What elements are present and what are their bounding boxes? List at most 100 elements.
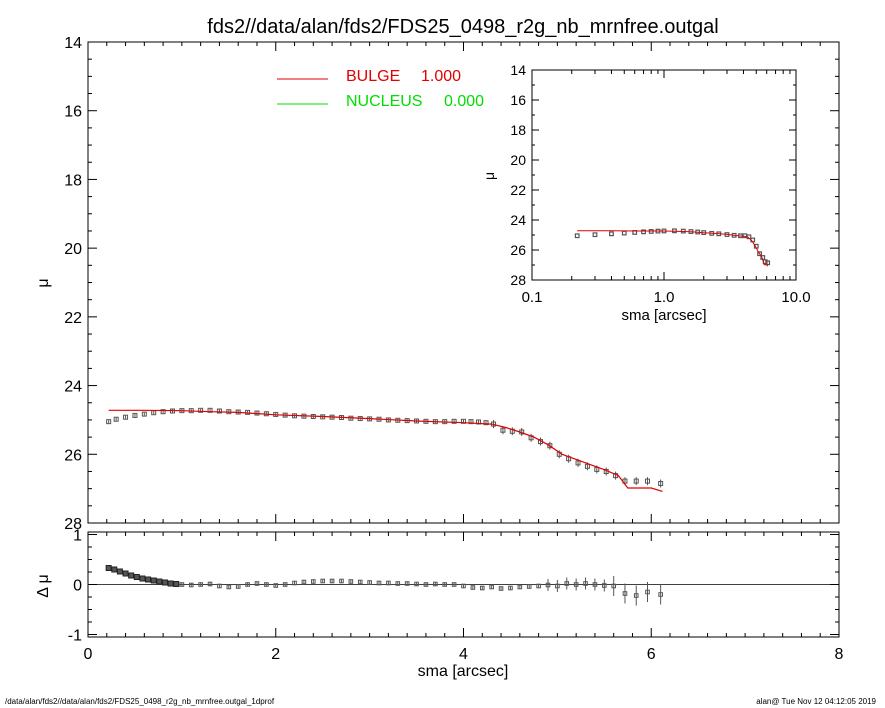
residual-point bbox=[167, 580, 174, 587]
residual-point bbox=[282, 582, 288, 587]
residual-point bbox=[461, 583, 466, 589]
residual-point bbox=[105, 565, 112, 571]
inset-y-axis-label: μ bbox=[481, 172, 497, 180]
main-data-point bbox=[575, 460, 581, 466]
legend-nucleus-name: NUCLEUS bbox=[346, 93, 422, 110]
main-y-tick-label: 28 bbox=[64, 516, 82, 533]
main-data-point bbox=[644, 478, 650, 484]
main-data-point bbox=[483, 420, 489, 426]
residual-point bbox=[645, 589, 650, 595]
inset-y-tick-label: 20 bbox=[510, 152, 526, 168]
residual-point bbox=[156, 578, 163, 585]
legend-bulge-name: BULGE bbox=[346, 68, 400, 85]
residual-point bbox=[161, 579, 168, 586]
inset-y-tick-label: 26 bbox=[510, 242, 526, 258]
residual-y-axis-label: Δ μ bbox=[35, 574, 52, 597]
residual-point bbox=[292, 580, 297, 586]
residual-point bbox=[122, 570, 129, 577]
main-data-point bbox=[633, 478, 639, 484]
residual-x-axis-label: sma [arcsec] bbox=[418, 663, 509, 680]
residual-point bbox=[602, 583, 607, 588]
inset-y-tick-label: 14 bbox=[510, 62, 526, 78]
residual-point bbox=[254, 581, 260, 586]
main-data-point bbox=[198, 407, 204, 413]
residual-series bbox=[105, 565, 663, 606]
residual-point bbox=[320, 578, 325, 584]
residual-point bbox=[367, 580, 372, 585]
residual-point bbox=[633, 593, 639, 598]
legend: BULGE 1.000 NUCLEUS 0.000 bbox=[277, 68, 484, 110]
residual-x-tick-label: 0 bbox=[84, 646, 93, 663]
footer-timestamp: alan@ Tue Nov 12 04:12:05 2019 bbox=[756, 697, 876, 706]
inset-series bbox=[574, 228, 771, 267]
residual-point bbox=[376, 580, 382, 586]
residual-point bbox=[564, 581, 570, 586]
residual-point bbox=[433, 581, 438, 587]
residual-point bbox=[573, 582, 579, 587]
residual-point bbox=[348, 579, 354, 584]
inset-y-tick-label: 24 bbox=[510, 212, 526, 228]
inset-data-point bbox=[765, 260, 771, 266]
residual-point bbox=[133, 574, 140, 580]
main-axis-ticks: 14 16 18 20 22 24 26 28 bbox=[64, 35, 840, 533]
residual-point bbox=[179, 582, 185, 587]
inset-y-tick-label: 16 bbox=[510, 92, 526, 108]
residual-point bbox=[451, 582, 457, 587]
residual-point bbox=[611, 583, 617, 589]
residual-x-tick-label: 6 bbox=[647, 646, 656, 663]
inset-bulge-line bbox=[577, 230, 769, 267]
inset-data-point bbox=[592, 232, 598, 238]
residual-x-tick-label: 8 bbox=[835, 646, 844, 663]
residual-point bbox=[245, 582, 250, 587]
inset-data-point bbox=[757, 251, 763, 257]
residual-point bbox=[442, 582, 448, 587]
inset-data-point bbox=[574, 233, 580, 239]
main-panel: 14 16 18 20 22 24 26 28 μ BULGE 1.000 NUCLEUS 0… bbox=[35, 35, 840, 533]
residual-point bbox=[207, 581, 213, 587]
residual-point bbox=[622, 591, 628, 596]
main-y-tick-label: 16 bbox=[64, 104, 82, 121]
main-y-tick-label: 18 bbox=[64, 172, 82, 189]
legend-nucleus-value: 0.000 bbox=[444, 93, 484, 110]
residual-point bbox=[498, 586, 504, 591]
residual-point bbox=[357, 579, 363, 585]
residual-point bbox=[173, 581, 180, 587]
main-data-point bbox=[500, 427, 506, 433]
residual-point bbox=[145, 576, 152, 583]
residual-point bbox=[111, 566, 118, 573]
residual-point bbox=[414, 581, 419, 587]
residual-point bbox=[116, 568, 123, 575]
residual-point bbox=[301, 579, 307, 585]
inset-plot-frame bbox=[531, 69, 797, 281]
residual-y-tick-label: 1 bbox=[73, 528, 82, 545]
main-y-axis-label: μ bbox=[35, 278, 52, 287]
main-y-tick-label: 26 bbox=[64, 447, 82, 464]
residual-x-tick-label: 4 bbox=[459, 646, 468, 663]
main-data-point bbox=[141, 411, 147, 417]
residual-point bbox=[128, 572, 135, 579]
residual-point bbox=[339, 578, 344, 584]
residual-axis-ticks: 0 2 4 6 8-101 bbox=[68, 528, 844, 664]
inset-panel: 0.1 1.0 10.0 14 16 18 20 22 24 26 28 μ sma [arcsec… bbox=[481, 62, 811, 324]
main-y-tick-label: 20 bbox=[64, 241, 82, 258]
residual-point bbox=[508, 585, 513, 591]
main-y-tick-label: 24 bbox=[64, 379, 82, 396]
residual-point bbox=[517, 584, 523, 590]
main-series bbox=[106, 407, 664, 492]
residual-point bbox=[526, 584, 532, 589]
residual-point bbox=[198, 582, 203, 587]
residual-y-tick-label: -1 bbox=[68, 628, 82, 645]
inset-y-tick-label: 28 bbox=[510, 272, 526, 288]
residual-point bbox=[592, 582, 598, 587]
main-data-point bbox=[584, 463, 590, 469]
residual-y-tick-label: 0 bbox=[73, 578, 82, 595]
residual-point bbox=[150, 577, 157, 584]
inset-y-tick-label: 18 bbox=[510, 122, 526, 138]
main-data-point bbox=[216, 408, 222, 414]
residual-point bbox=[423, 582, 429, 587]
main-data-point bbox=[207, 407, 213, 413]
residual-point bbox=[139, 575, 146, 582]
residual-point bbox=[264, 582, 269, 587]
main-data-point bbox=[113, 416, 119, 422]
